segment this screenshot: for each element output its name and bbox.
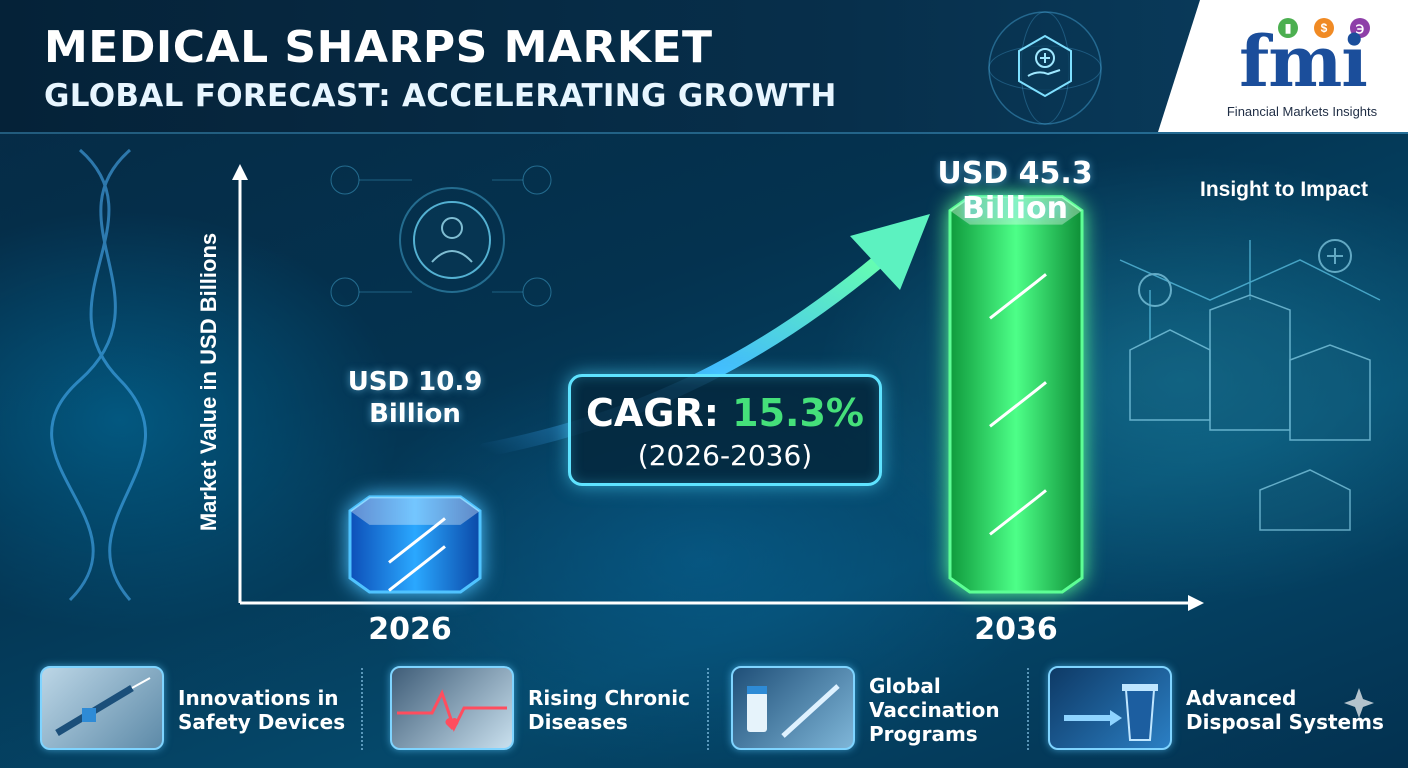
logo-wordmark: fmi bbox=[1239, 20, 1368, 103]
driver-label: Innovations in Safety Devices bbox=[178, 686, 346, 734]
page-title: MEDICAL SHARPS MARKET bbox=[44, 22, 713, 73]
divider bbox=[1027, 668, 1029, 750]
page-subtitle: GLOBAL FORECAST: ACCELERATING GROWTH bbox=[44, 78, 837, 114]
x-tick-label: 2036 bbox=[974, 612, 1058, 647]
syringe-icon bbox=[989, 273, 1047, 320]
y-axis-label: Market Value in USD Billions bbox=[196, 232, 221, 532]
bar-value-label: USD 10.9 Billion bbox=[347, 367, 483, 429]
fmi-logo: ▮ $ ℈ fmi Financial Markets Insights bbox=[1158, 0, 1408, 132]
bar-2026 bbox=[348, 495, 482, 594]
driver-label: Advanced Disposal Systems bbox=[1186, 686, 1384, 734]
syringe-icon bbox=[989, 381, 1047, 428]
bar-2036 bbox=[948, 195, 1084, 594]
driver-item: Innovations in Safety Devices bbox=[40, 666, 360, 754]
dollar-icon: $ bbox=[1314, 18, 1334, 38]
syringe-icon bbox=[989, 489, 1047, 536]
doctor-network-decoration bbox=[330, 165, 552, 307]
chart-axes bbox=[232, 164, 1204, 611]
cagr-period: (2026-2036) bbox=[637, 439, 813, 472]
finance-icon: ℈ bbox=[1350, 18, 1370, 38]
driver-item: Advanced Disposal Systems bbox=[1048, 666, 1388, 754]
growth-chart-icon: ▮ bbox=[1278, 18, 1298, 38]
driver-label: Rising Chronic Diseases bbox=[528, 686, 691, 734]
bar-value-label: USD 45.3 Billion bbox=[937, 156, 1093, 226]
insight-tagline: Insight to Impact bbox=[1200, 178, 1368, 201]
divider bbox=[361, 668, 363, 750]
divider bbox=[707, 668, 709, 750]
vaccine-vial-icon bbox=[731, 666, 855, 750]
heartbeat-icon bbox=[390, 666, 514, 750]
syringe-icon bbox=[388, 517, 446, 564]
syringe-icon bbox=[388, 545, 446, 592]
logo-company-name: Financial Markets Insights bbox=[1226, 104, 1378, 119]
cagr-value: 15.3% bbox=[732, 391, 865, 435]
hospital-network-decoration bbox=[1119, 239, 1381, 531]
x-tick-label: 2026 bbox=[368, 612, 452, 647]
sparkle-icon bbox=[1344, 688, 1374, 718]
sharps-container-icon bbox=[1048, 666, 1172, 750]
globe-health-icon bbox=[988, 11, 1102, 125]
cagr-callout: CAGR: 15.3% (2026-2036) bbox=[568, 374, 882, 486]
cagr-label: CAGR: bbox=[585, 391, 719, 435]
driver-label: Global Vaccination Programs bbox=[869, 674, 1000, 746]
driver-item: Rising Chronic Diseases bbox=[390, 666, 710, 754]
dna-helix-decoration bbox=[50, 148, 147, 602]
driver-item: Global Vaccination Programs bbox=[731, 666, 1051, 754]
syringe-icon bbox=[40, 666, 164, 750]
header-banner: MEDICAL SHARPS MARKET GLOBAL FORECAST: A… bbox=[0, 0, 1408, 134]
